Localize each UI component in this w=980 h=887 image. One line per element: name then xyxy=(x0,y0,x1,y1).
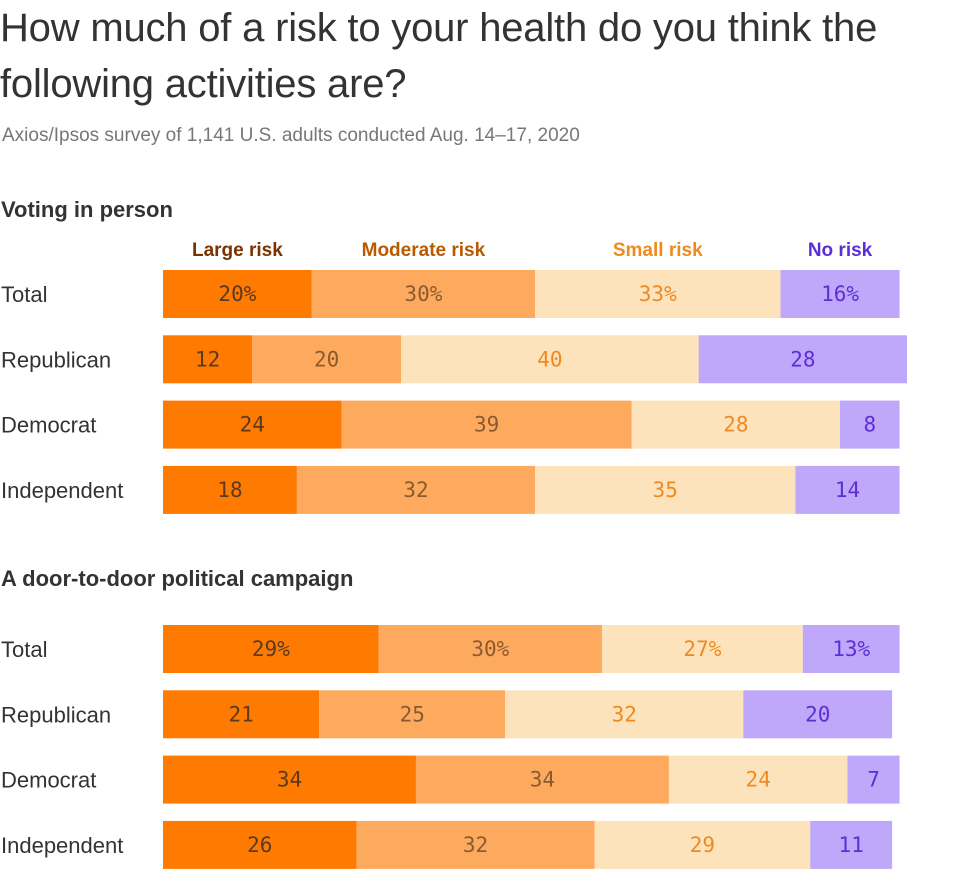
section-title: A door-to-door political campaign xyxy=(1,566,353,591)
bar-segment-moderate-independent xyxy=(356,820,595,869)
chart-subtitle: Axios/Ipsos survey of 1,141 U.S. adults … xyxy=(2,125,580,146)
value-label-moderate-republican: 25 xyxy=(400,702,425,726)
bar-segment-none-republican xyxy=(743,690,893,739)
bar-segment-small-total xyxy=(601,625,803,673)
bar-segment-moderate-democrat xyxy=(341,400,632,449)
row-label-republican: Republican xyxy=(1,347,111,372)
value-label-small-independent: 35 xyxy=(653,478,678,502)
value-label-none-independent: 14 xyxy=(835,478,860,502)
value-label-small-republican: 40 xyxy=(537,347,562,371)
bar-segment-none-republican xyxy=(698,335,907,384)
value-label-none-republican: 28 xyxy=(790,347,815,371)
bar-segment-large-republican xyxy=(163,335,253,384)
value-label-moderate-total: 30% xyxy=(404,282,442,306)
section-title: Voting in person xyxy=(1,197,173,222)
bar-segment-large-total xyxy=(163,270,312,318)
bar-segment-moderate-republican xyxy=(319,690,506,739)
value-label-none-democrat: 8 xyxy=(863,413,876,437)
chart-title: How much of a risk to your health do you… xyxy=(0,6,878,106)
value-label-moderate-total: 30% xyxy=(471,637,509,661)
bar-segment-moderate-republican xyxy=(252,335,402,384)
bar-segment-small-republican xyxy=(401,335,699,384)
bar-segment-large-independent xyxy=(163,820,357,869)
row-label-independent: Independent xyxy=(1,833,123,858)
value-label-small-independent: 29 xyxy=(690,833,715,857)
bar-segment-moderate-total xyxy=(311,270,535,318)
value-label-large-republican: 12 xyxy=(195,347,220,371)
value-label-large-republican: 21 xyxy=(228,702,253,726)
value-label-moderate-republican: 20 xyxy=(314,347,339,371)
value-label-none-total: 16% xyxy=(821,282,859,306)
value-label-large-democrat: 24 xyxy=(240,413,265,437)
bar-segment-none-democrat xyxy=(840,400,900,449)
value-label-moderate-independent: 32 xyxy=(403,478,428,502)
value-label-moderate-independent: 32 xyxy=(463,833,488,857)
row-label-total: Total xyxy=(1,282,47,307)
value-label-small-republican: 32 xyxy=(612,702,637,726)
row-label-democrat: Democrat xyxy=(1,413,96,438)
value-label-moderate-democrat: 34 xyxy=(530,768,555,792)
legend-moderate-risk: Moderate risk xyxy=(362,240,486,261)
value-label-large-total: 29% xyxy=(252,637,290,661)
bar-segment-none-democrat xyxy=(847,755,900,804)
bar-segment-none-total xyxy=(802,625,900,673)
bar-segment-none-independent xyxy=(795,465,900,514)
bar-segment-large-republican xyxy=(163,690,320,739)
bar-segment-large-democrat xyxy=(163,755,416,804)
value-label-large-independent: 26 xyxy=(247,833,272,857)
bar-segment-moderate-democrat xyxy=(415,755,669,804)
value-label-large-independent: 18 xyxy=(217,478,242,502)
value-label-none-independent: 11 xyxy=(839,833,864,857)
value-label-small-total: 27% xyxy=(683,637,721,661)
value-label-large-democrat: 34 xyxy=(277,768,302,792)
bar-segment-small-independent xyxy=(535,465,796,514)
row-label-total: Total xyxy=(1,637,47,662)
bar-segment-none-independent xyxy=(810,820,893,869)
row-label-republican: Republican xyxy=(1,702,111,727)
value-label-small-total: 33% xyxy=(639,282,677,306)
value-label-large-total: 20% xyxy=(218,282,256,306)
value-label-small-democrat: 28 xyxy=(723,413,748,437)
bar-segment-large-total xyxy=(163,625,379,673)
value-label-none-democrat: 7 xyxy=(867,768,880,792)
bar-segment-moderate-independent xyxy=(296,465,535,514)
value-label-small-democrat: 24 xyxy=(746,768,771,792)
bar-segment-small-democrat xyxy=(631,400,841,449)
value-label-none-republican: 20 xyxy=(805,702,830,726)
legend-large-risk: Large risk xyxy=(192,240,283,261)
value-label-none-total: 13% xyxy=(832,637,870,661)
legend-none-risk: No risk xyxy=(808,240,873,261)
bar-segment-large-democrat xyxy=(163,400,342,449)
bar-segment-small-total xyxy=(535,270,781,318)
row-label-democrat: Democrat xyxy=(1,768,96,793)
bar-segment-small-independent xyxy=(594,820,811,869)
bar-segment-small-democrat xyxy=(668,755,848,804)
bar-segment-large-independent xyxy=(163,465,297,514)
bar-segment-none-total xyxy=(780,270,900,318)
bar-segment-moderate-total xyxy=(378,625,602,673)
value-label-moderate-democrat: 39 xyxy=(474,413,499,437)
row-label-independent: Independent xyxy=(1,478,123,503)
legend-small-risk: Small risk xyxy=(613,240,703,261)
bar-segment-small-republican xyxy=(505,690,744,739)
